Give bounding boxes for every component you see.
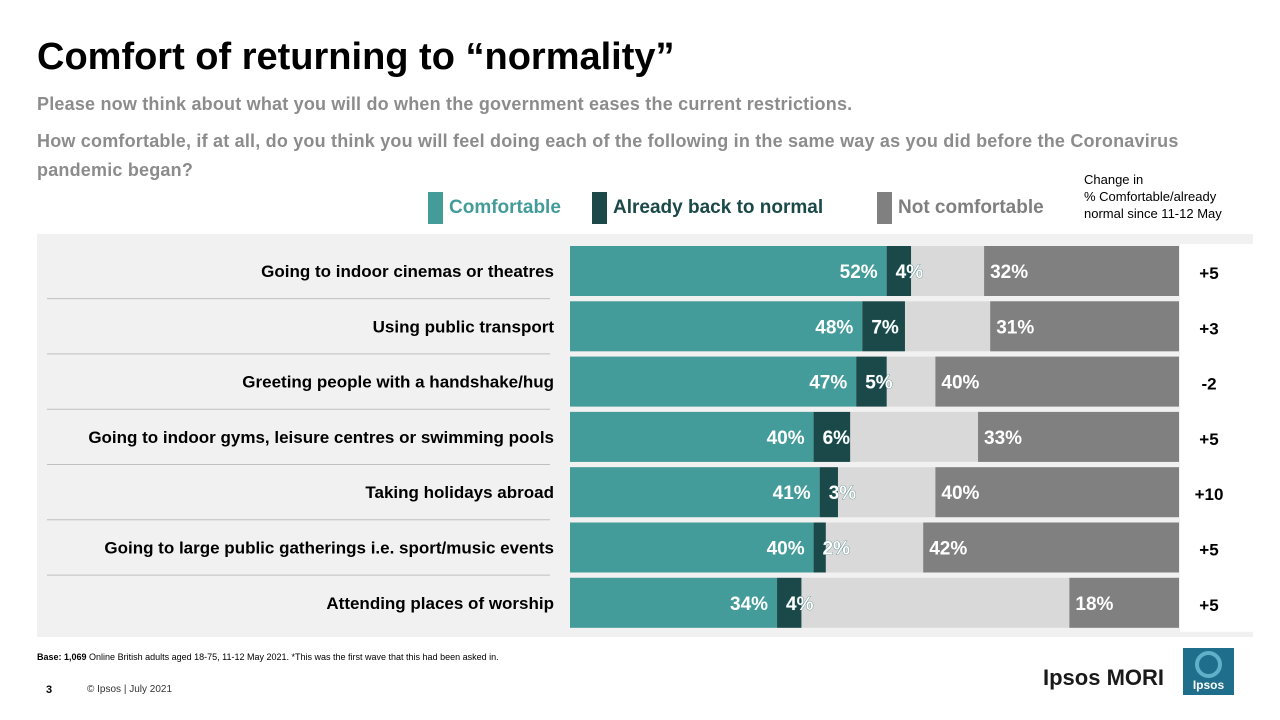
bar-not-comfortable xyxy=(923,522,1179,573)
bar-already-normal xyxy=(819,467,838,518)
change-cell xyxy=(1180,520,1253,577)
data-label-already-normal: 2% xyxy=(823,539,851,560)
bar-not-comfortable xyxy=(990,301,1179,352)
bar-comfortable xyxy=(570,467,820,518)
change-value: +5 xyxy=(1199,430,1218,449)
stacked-bar-chart: Going to indoor cinemas or theatres 52% 4%… xyxy=(47,244,1253,632)
data-label-comfortable: 40% xyxy=(767,539,805,560)
data-label-not-comfortable: 33% xyxy=(984,428,1022,449)
data-label-not-comfortable: 42% xyxy=(929,539,967,560)
page-title: Comfort of returning to “normality” xyxy=(37,36,675,78)
change-value: +3 xyxy=(1199,319,1218,338)
bar-not-comfortable xyxy=(984,246,1179,296)
change-value: -2 xyxy=(1201,375,1216,394)
change-value: +10 xyxy=(1195,485,1224,504)
bar-already-normal xyxy=(813,411,851,462)
bar-not-comfortable xyxy=(1069,577,1179,628)
legend-item-not-comfortable: Not comfortable xyxy=(877,192,1044,224)
data-label-already-normal: 3% xyxy=(829,483,857,504)
change-value: +5 xyxy=(1199,264,1218,283)
logo-ring-icon xyxy=(1195,651,1222,678)
legend-item-already: Already back to normal xyxy=(592,192,823,224)
data-label-not-comfortable: 31% xyxy=(996,317,1034,338)
subtitle-intro: Please now think about what you will do … xyxy=(37,94,853,114)
legend-swatch-comfortable xyxy=(428,192,443,224)
footnote: Base: 1,069 Online British adults aged 1… xyxy=(37,652,499,662)
category-label: Taking holidays abroad xyxy=(365,483,554,502)
category-label: Going to large public gatherings i.e. sp… xyxy=(104,539,554,558)
brand-name: Ipsos MORI xyxy=(1043,665,1165,690)
logo-text: Ipsos xyxy=(1192,678,1225,692)
change-cell xyxy=(1180,575,1253,632)
bar-not-comfortable xyxy=(935,356,1179,407)
change-cell xyxy=(1180,244,1253,300)
data-label-already-normal: 4% xyxy=(786,594,814,615)
bar-comfortable xyxy=(570,522,814,573)
change-column-header: Change in % Comfortable/already normal s… xyxy=(1084,171,1222,222)
data-label-not-comfortable: 32% xyxy=(990,262,1028,283)
footnote-base-label: Base: 1,069 xyxy=(37,652,87,662)
category-label: Greeting people with a handshake/hug xyxy=(242,373,554,392)
data-label-already-normal: 4% xyxy=(896,262,924,283)
data-label-comfortable: 47% xyxy=(809,373,847,394)
data-label-already-normal: 5% xyxy=(865,373,893,394)
legend-label-comfortable: Comfortable xyxy=(449,197,561,218)
bar-comfortable xyxy=(570,301,863,352)
data-label-not-comfortable: 40% xyxy=(941,483,979,504)
data-label-not-comfortable: 18% xyxy=(1075,594,1113,615)
data-label-comfortable: 48% xyxy=(815,317,853,338)
data-label-comfortable: 40% xyxy=(767,428,805,449)
change-cell xyxy=(1180,354,1253,411)
copyright: © Ipsos | July 2021 xyxy=(87,684,173,695)
change-header-line: Change in xyxy=(1084,172,1144,187)
chart-panel: Going to indoor cinemas or theatres 52% 4%… xyxy=(37,234,1253,637)
data-label-already-normal: 7% xyxy=(871,317,899,338)
subtitle-question: How comfortable, if at all, do you think… xyxy=(37,131,1179,180)
change-header-line: % Comfortable/already xyxy=(1084,189,1217,204)
bar-already-normal xyxy=(886,246,912,296)
legend-swatch-already xyxy=(592,192,607,224)
data-label-comfortable: 34% xyxy=(730,594,768,615)
change-value: +5 xyxy=(1199,596,1218,615)
ipsos-logo: Ipsos xyxy=(1183,648,1234,695)
legend-swatch-not-comfortable xyxy=(877,192,892,224)
category-label: Attending places of worship xyxy=(326,594,554,613)
data-label-already-normal: 6% xyxy=(823,428,851,449)
bar-already-normal xyxy=(777,577,802,628)
footnote-text: Online British adults aged 18-75, 11-12 … xyxy=(86,652,499,662)
legend-label-already: Already back to normal xyxy=(613,197,824,218)
change-cell xyxy=(1180,465,1253,522)
category-label: Going to indoor gyms, leisure centres or… xyxy=(88,428,554,447)
category-label: Using public transport xyxy=(373,317,555,336)
category-label: Going to indoor cinemas or theatres xyxy=(261,262,554,281)
change-header-line: normal since 11-12 May xyxy=(1084,206,1222,221)
bar-comfortable xyxy=(570,246,887,296)
data-label-comfortable: 41% xyxy=(773,483,811,504)
bar-already-normal xyxy=(862,301,905,352)
page-number: 3 xyxy=(46,684,53,696)
bar-comfortable xyxy=(570,356,857,407)
bar-comfortable xyxy=(570,411,814,462)
data-label-comfortable: 52% xyxy=(840,262,878,283)
change-cell xyxy=(1180,299,1253,356)
bar-already-normal xyxy=(856,356,887,407)
bar-not-comfortable xyxy=(935,467,1179,518)
legend-item-comfortable: Comfortable xyxy=(428,192,561,224)
bar-already-normal xyxy=(813,522,826,573)
bar-not-comfortable xyxy=(978,411,1179,462)
change-value: +5 xyxy=(1199,541,1218,560)
change-cell xyxy=(1180,409,1253,466)
legend-label-not-comfortable: Not comfortable xyxy=(898,197,1044,218)
bar-comfortable xyxy=(570,577,778,628)
data-label-not-comfortable: 40% xyxy=(941,373,979,394)
